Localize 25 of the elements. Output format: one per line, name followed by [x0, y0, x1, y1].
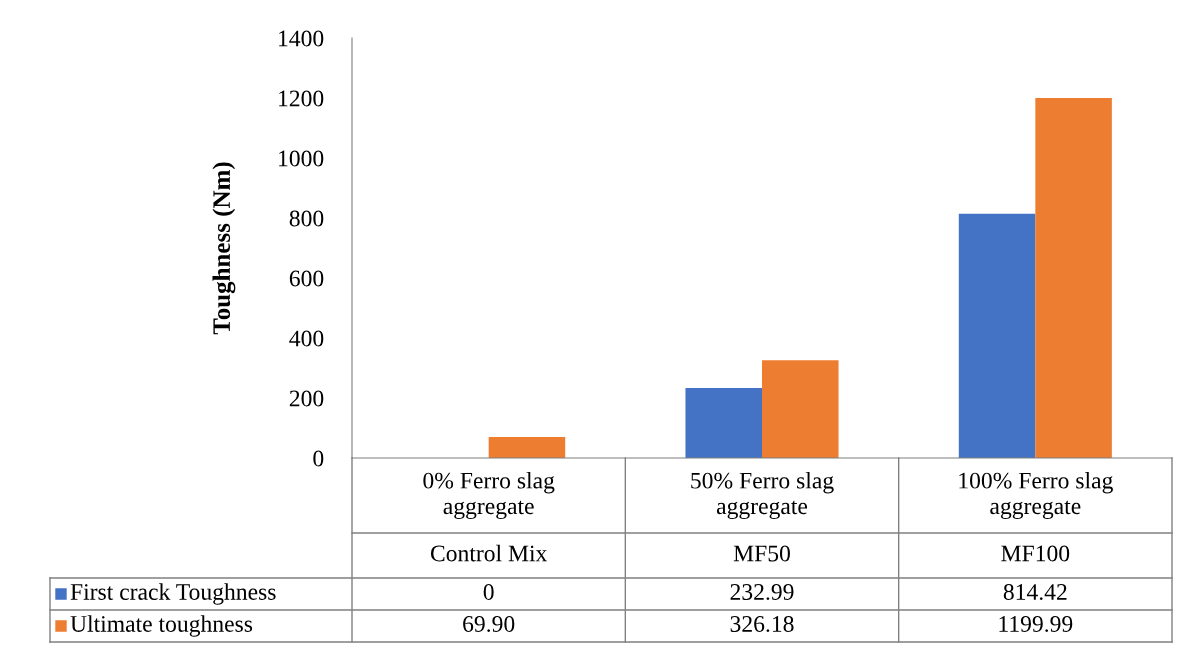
- x-tick-label: 50% Ferro slag aggregate MF50: [691, 471, 834, 562]
- y-axis-title: Toughness (Nm): [212, 162, 236, 335]
- bar: [488, 437, 566, 458]
- data-label: 232.99: [730, 584, 794, 601]
- y-tick-label: 400: [289, 330, 324, 347]
- data-label: 814.42: [1003, 583, 1067, 601]
- bar: [762, 360, 839, 458]
- y-tick-label: 1000: [279, 150, 324, 167]
- y-tick-label: 800: [289, 210, 324, 227]
- data-label: 326.18: [730, 615, 794, 633]
- x-tick-label: 0% Ferro slag aggregate Control Mix: [423, 471, 555, 562]
- y-tick-label: 200: [289, 390, 324, 407]
- data-label: 0: [483, 583, 494, 600]
- bar: [958, 213, 1036, 458]
- y-tick-label: 600: [289, 270, 324, 287]
- y-tick-label: 0: [313, 450, 324, 467]
- bar: [685, 388, 762, 458]
- data-label: 69.90: [463, 615, 515, 633]
- legend-label: First crack Toughness: [70, 583, 276, 605]
- x-tick-label: 100% Ferro slag aggregate MF100: [959, 471, 1113, 562]
- legend-label: Ultimate toughness: [70, 615, 253, 637]
- y-tick-label: 1200: [279, 90, 324, 107]
- bar: [1035, 98, 1112, 458]
- y-tick-label: 1400: [279, 30, 324, 47]
- data-label: 1199.99: [999, 616, 1073, 633]
